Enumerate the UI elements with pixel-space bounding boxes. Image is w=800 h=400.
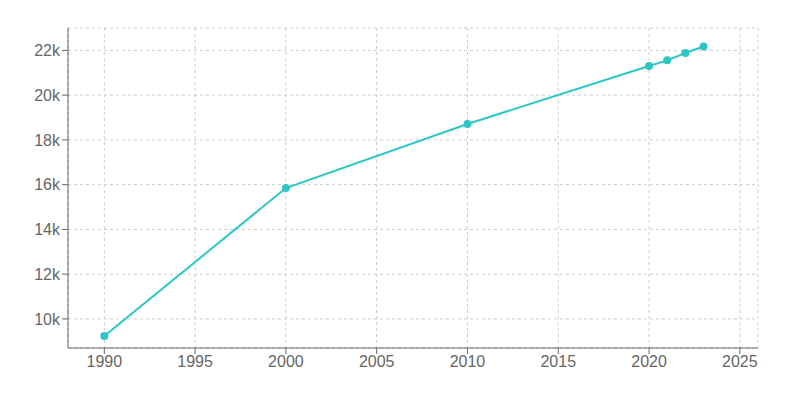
svg-text:12k: 12k [34, 266, 61, 283]
svg-text:10k: 10k [34, 311, 61, 328]
svg-text:20k: 20k [34, 87, 61, 104]
svg-text:22k: 22k [34, 42, 61, 59]
svg-text:2020: 2020 [631, 353, 667, 370]
svg-text:1990: 1990 [87, 353, 123, 370]
svg-text:16k: 16k [34, 176, 61, 193]
svg-text:2005: 2005 [359, 353, 395, 370]
svg-text:18k: 18k [34, 132, 61, 149]
svg-text:14k: 14k [34, 221, 61, 238]
svg-text:2000: 2000 [268, 353, 304, 370]
svg-text:1995: 1995 [177, 353, 213, 370]
svg-text:2010: 2010 [450, 353, 486, 370]
svg-text:2015: 2015 [540, 353, 576, 370]
svg-text:2025: 2025 [722, 353, 758, 370]
